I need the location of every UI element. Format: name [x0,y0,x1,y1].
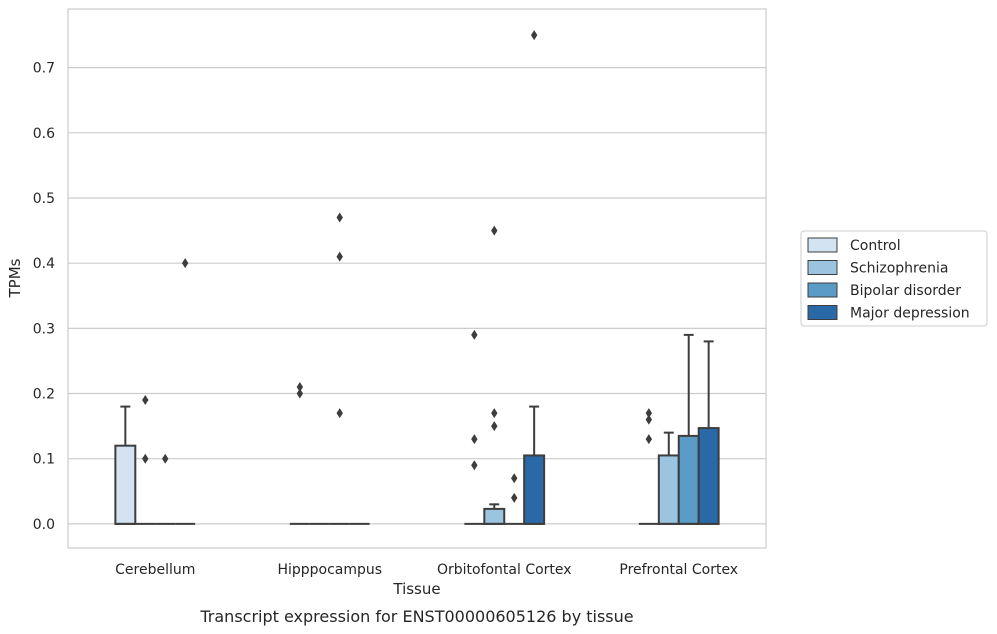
x-tick-label: Hipppocampus [277,562,382,578]
legend-swatch [807,282,838,298]
y-tick-label: 0.3 [33,321,55,337]
outlier-point [511,492,518,503]
outlier-point [491,225,498,236]
box [677,434,700,525]
outlier-point [491,421,498,432]
legend-label: Control [850,238,901,254]
box [114,444,137,525]
x-tick-label: Prefrontal Cortex [619,562,738,578]
box-marks [114,30,720,525]
legend-swatch [807,237,838,253]
x-tick-label: Orbitofontal Cortex [437,562,572,578]
legend-label: Bipolar disorder [850,283,961,299]
legend-frame [800,230,988,327]
y-tick-labels: 0.0 0.1 0.2 0.3 0.4 0.5 0.6 0.7 [33,61,55,533]
outlier-point [645,414,653,425]
outlier-point [491,408,498,419]
outlier-point [142,395,149,406]
outlier-point [296,388,304,399]
outlier-point [336,251,343,262]
outlier-point [471,329,478,340]
outlier-point [296,382,304,393]
y-tick-label: 0.7 [33,61,55,77]
outlier-point [645,434,653,445]
y-tick-label: 0.2 [33,387,55,403]
outlier-point [336,212,343,223]
outlier-point [162,453,169,464]
outlier-point [142,453,149,464]
outlier-point [511,473,518,484]
legend: Control Schizophrenia Bipolar disorder Majo… [800,230,988,327]
y-tick-label: 0.0 [33,517,55,533]
box [483,507,506,525]
y-tick-label: 0.6 [33,126,55,142]
outlier-point [471,434,478,445]
x-tick-labels: Cerebellum Hipppocampus Orbitofontal Corte… [115,562,738,578]
box [657,454,680,525]
legend-swatch [807,305,838,320]
x-tick-label: Cerebellum [115,562,195,578]
outlier-point [181,258,189,269]
box [523,454,546,525]
x-axis-title: Tissue [392,580,440,598]
y-tick-label: 0.1 [33,452,55,468]
y-tick-label: 0.4 [33,256,55,272]
outlier-point [530,30,538,41]
box [697,427,720,525]
legend-swatch [807,260,838,275]
legend-label: Schizophrenia [850,261,948,277]
y-axis-title: TPMs [6,258,24,298]
outlier-point [645,408,653,419]
y-tick-label: 0.5 [33,191,55,207]
outlier-point [336,408,343,419]
legend-label: Major depression [850,306,970,322]
outlier-point [471,460,478,471]
chart-caption: Transcript expression for ENST0000060512… [199,607,633,626]
